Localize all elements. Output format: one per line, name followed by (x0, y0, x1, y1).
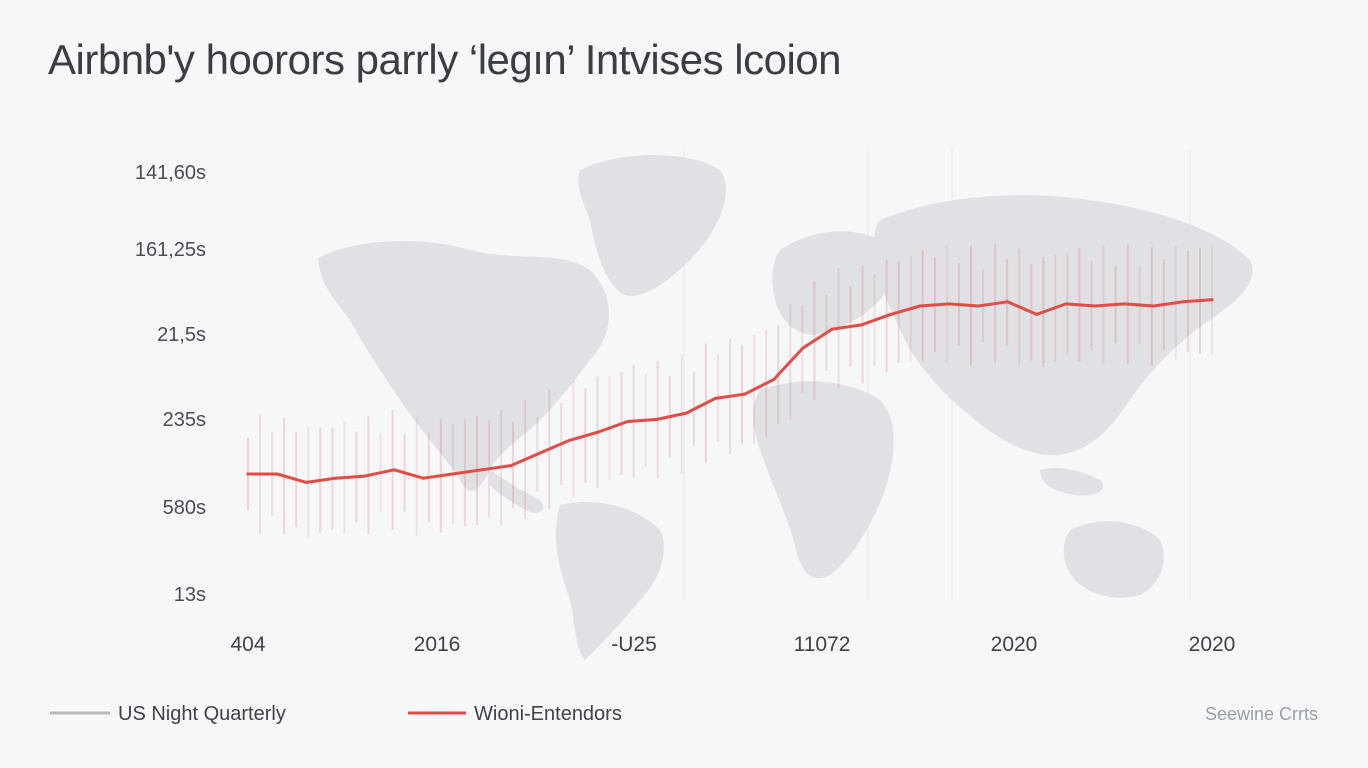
data-point (976, 304, 980, 308)
data-point (626, 420, 630, 423)
data-point (1064, 302, 1068, 306)
data-point (1122, 302, 1126, 306)
data-point (538, 451, 542, 455)
y-tick-label: 13s (174, 584, 206, 606)
data-point (1210, 298, 1214, 302)
data-point (246, 472, 250, 476)
data-point (918, 304, 922, 308)
series-points (246, 298, 1214, 484)
y-axis: 141,60s 161,25s 21,5s 235s 580s 13s (135, 162, 206, 606)
data-point (451, 472, 454, 476)
data-point (275, 472, 279, 476)
data-point (567, 438, 571, 442)
data-point (860, 323, 863, 327)
data-point (655, 417, 659, 421)
y-tick-label: 235s (163, 409, 206, 431)
data-point (801, 346, 805, 350)
x-tick-label: -U25 (611, 633, 657, 656)
world-map-background (318, 155, 1253, 660)
data-point (334, 476, 338, 480)
data-point (363, 474, 367, 478)
data-point (421, 476, 425, 480)
x-tick-label: 11072 (794, 633, 851, 656)
y-tick-label: 161,25s (135, 239, 206, 261)
data-point (713, 396, 717, 400)
legend-label-us-night-quarterly: US Night Quarterly (118, 703, 286, 725)
data-point (684, 411, 688, 415)
source-credit: Seewine Crrts (1205, 704, 1318, 724)
x-tick-label: 2016 (414, 633, 461, 656)
data-point (392, 468, 396, 472)
y-tick-label: 21,5s (157, 324, 206, 346)
data-point (597, 430, 600, 434)
legend: US Night Quarterly Wioni-Entendors (50, 703, 622, 725)
y-tick-label: 580s (163, 497, 206, 519)
x-tick-label: 2020 (1189, 633, 1236, 656)
x-axis: 404 2016 -U25 11072 2020 2020 (230, 633, 1235, 656)
data-point (743, 392, 747, 396)
data-point (1181, 300, 1185, 304)
x-tick-label: 404 (230, 633, 265, 656)
legend-label-wioni-entendors: Wioni-Entendors (474, 703, 622, 725)
data-point (1035, 312, 1039, 316)
data-point (304, 480, 308, 484)
data-point (947, 302, 951, 306)
series-line-wioni-entendors (246, 298, 1214, 484)
y-tick-label: 141,60s (135, 162, 206, 184)
data-point (772, 378, 776, 381)
data-point (509, 464, 513, 468)
data-point (889, 312, 893, 316)
data-point (1006, 300, 1009, 304)
chart-title: Airbnb'y hoorors parrly ‘legın’ Intvises… (48, 36, 842, 83)
data-point (1152, 304, 1156, 308)
data-point (480, 468, 484, 472)
x-tick-label: 2020 (991, 633, 1038, 656)
data-point (1093, 304, 1097, 308)
data-point (830, 327, 834, 331)
